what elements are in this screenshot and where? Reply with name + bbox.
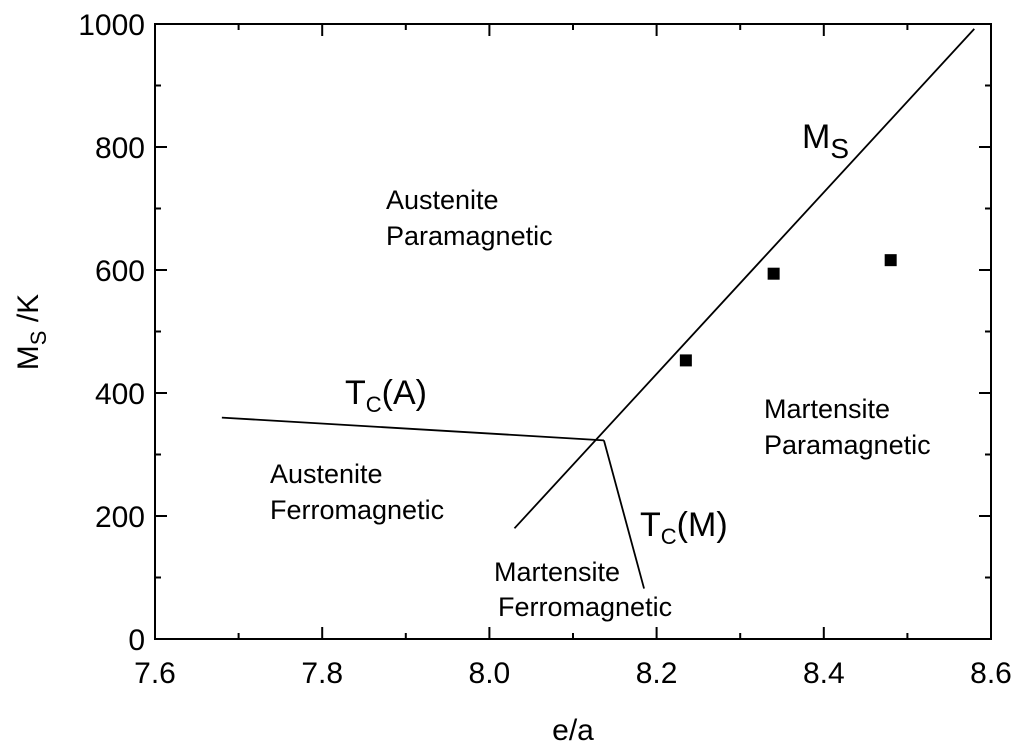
region-austenite-paramagnetic: Austenite Paramagnetic [386, 185, 553, 251]
region-austenite-ferromagnetic-line2: Ferromagnetic [270, 495, 444, 525]
region-martensite-ferromagnetic-line1: Martensite [494, 557, 620, 587]
tca-label-main: T [345, 374, 366, 412]
ms-label-main: M [802, 118, 830, 156]
region-martensite-paramagnetic-line1: Martensite [764, 394, 890, 424]
region-austenite-ferromagnetic: Austenite Ferromagnetic [270, 459, 444, 525]
region-martensite-ferromagnetic-line2: Ferromagnetic [498, 592, 672, 622]
y-tick-label: 400 [95, 378, 145, 411]
axis-tick-labels: 7.6 7.8 8.0 8.2 8.4 8.6 0 200 400 600 800 1000 [78, 9, 1012, 690]
phase-line-tca [221, 416, 604, 442]
region-martensite-paramagnetic-line2: Paramagnetic [764, 430, 931, 460]
tcm-label-suffix: (M) [677, 506, 728, 544]
region-austenite-ferromagnetic-line1: Austenite [270, 459, 383, 489]
ms-label-sub: S [830, 133, 849, 164]
region-austenite-paramagnetic-line1: Austenite [386, 185, 499, 215]
tca-label-suffix: (A) [382, 374, 427, 412]
x-tick-label: 8.2 [636, 657, 678, 690]
phase-line-ms [513, 28, 975, 529]
region-martensite-paramagnetic: Martensite Paramagnetic [764, 394, 931, 460]
region-austenite-paramagnetic-line2: Paramagnetic [386, 221, 553, 251]
x-axis-title: e/a [552, 714, 594, 747]
ms-curve-label: MS [802, 118, 849, 164]
data-point-square [679, 354, 692, 367]
tcm-label-main: T [640, 506, 661, 544]
phase-lines [221, 28, 975, 589]
plot-frame [154, 23, 992, 640]
y-tick-label: 800 [95, 132, 145, 165]
y-axis-title-sub: S [26, 331, 51, 346]
data-point-square [884, 254, 897, 267]
y-tick-label: 0 [128, 624, 145, 657]
y-tick-label: 600 [95, 255, 145, 288]
data-points [679, 254, 897, 367]
tca-label-sub: C [366, 392, 382, 417]
x-tick-label: 7.6 [134, 657, 176, 690]
tca-curve-label: TC(A) [345, 374, 427, 417]
y-tick-label: 200 [95, 501, 145, 534]
y-tick-label: 1000 [78, 9, 145, 42]
y-axis-title-main: M [12, 345, 45, 370]
data-point-square [767, 267, 780, 280]
tcm-curve-label: TC(M) [640, 506, 728, 549]
axis-ticks [154, 23, 992, 640]
x-tick-label: 7.8 [301, 657, 343, 690]
tcm-label-sub: C [661, 524, 677, 549]
region-martensite-ferromagnetic: Martensite Ferromagnetic [494, 557, 672, 622]
y-axis-title: MS /K [12, 294, 51, 370]
x-tick-label: 8.4 [803, 657, 845, 690]
x-tick-label: 8.6 [970, 657, 1012, 690]
phase-line-tcm [603, 440, 645, 589]
x-tick-label: 8.0 [469, 657, 511, 690]
y-axis-title-suffix: /K [12, 294, 45, 331]
